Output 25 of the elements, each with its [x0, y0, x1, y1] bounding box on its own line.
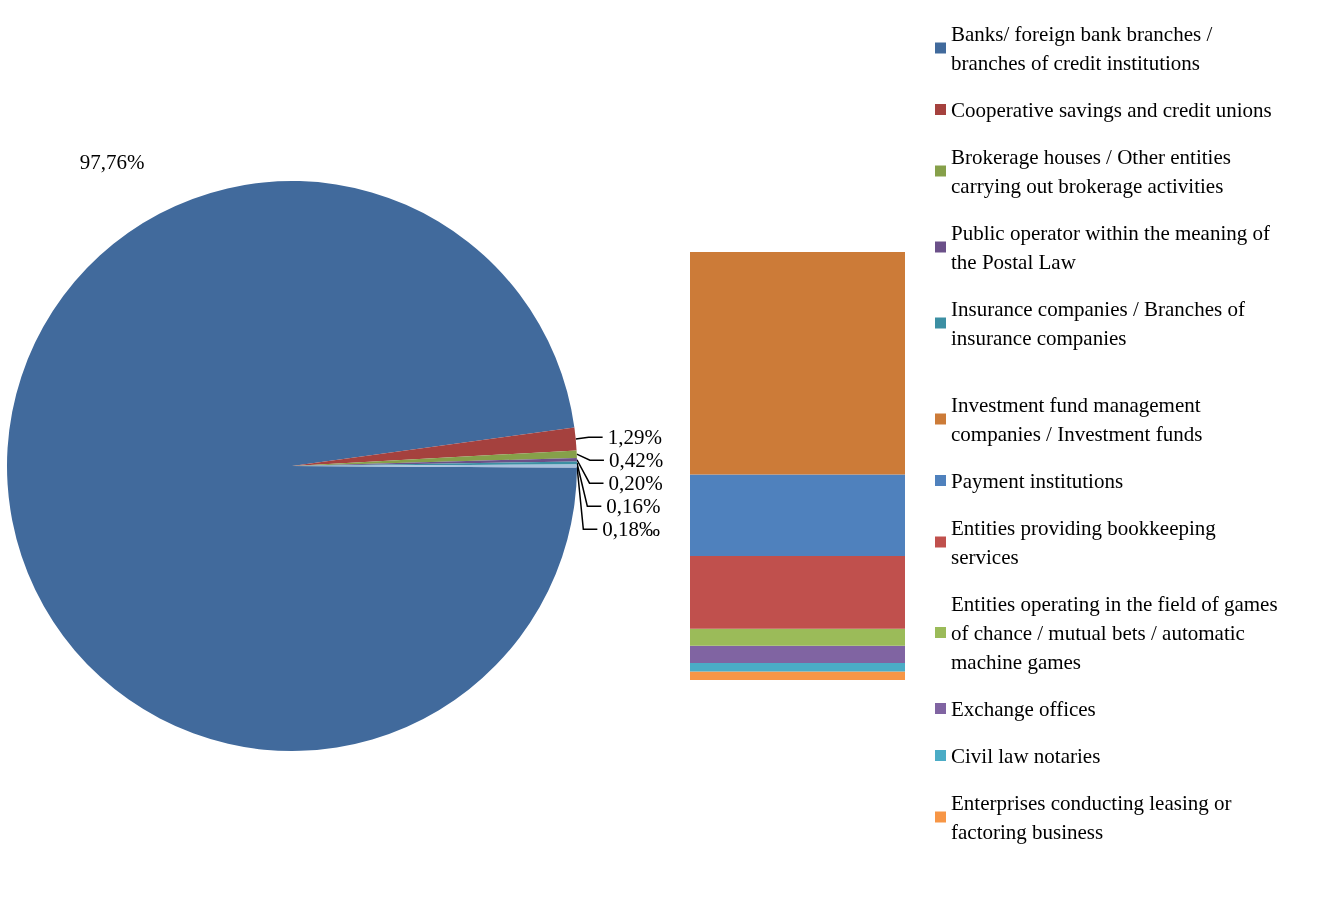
legend-label: Cooperative savings and credit unions — [951, 97, 1272, 122]
data-label: 97,76% — [79, 150, 145, 174]
legend-label: Entities operating in the field of games of chance / mutual bets / automatic machine games — [951, 591, 1283, 674]
data-label: 0,20% — [608, 471, 663, 496]
bar — [690, 662, 905, 672]
bar — [690, 474, 905, 556]
bar — [690, 671, 905, 680]
legend-label: Payment institutions — [951, 468, 1124, 493]
legend-label: Public operator within the meaning of the Postal Law — [951, 220, 1276, 274]
legend-label: Investment fund management companies / Investment funds — [951, 392, 1206, 446]
legend-label: Exchange offices — [951, 696, 1096, 721]
data-label: 1,29% — [607, 425, 662, 450]
bar — [690, 628, 905, 646]
data-label: 0,18‰ — [602, 517, 661, 542]
bar — [690, 645, 905, 663]
legend-label: Insurance companies / Branches of insurance companies — [951, 296, 1251, 350]
legend-label: Entities providing bookkeeping services — [951, 515, 1222, 569]
legend-label: Banks/ foreign bank branches / branches of credit institutions — [951, 21, 1218, 75]
legend-label: Enterprises conducting leasing or factoring business — [951, 790, 1237, 844]
data-label: 0,42% — [608, 448, 664, 473]
data-label: 0,16% — [606, 494, 661, 519]
bar — [690, 252, 905, 475]
bar — [690, 555, 905, 629]
legend-label: Civil law notaries — [951, 743, 1101, 768]
legend-label: Brokerage houses / Other entities carrying out brokerage activities — [951, 144, 1237, 198]
